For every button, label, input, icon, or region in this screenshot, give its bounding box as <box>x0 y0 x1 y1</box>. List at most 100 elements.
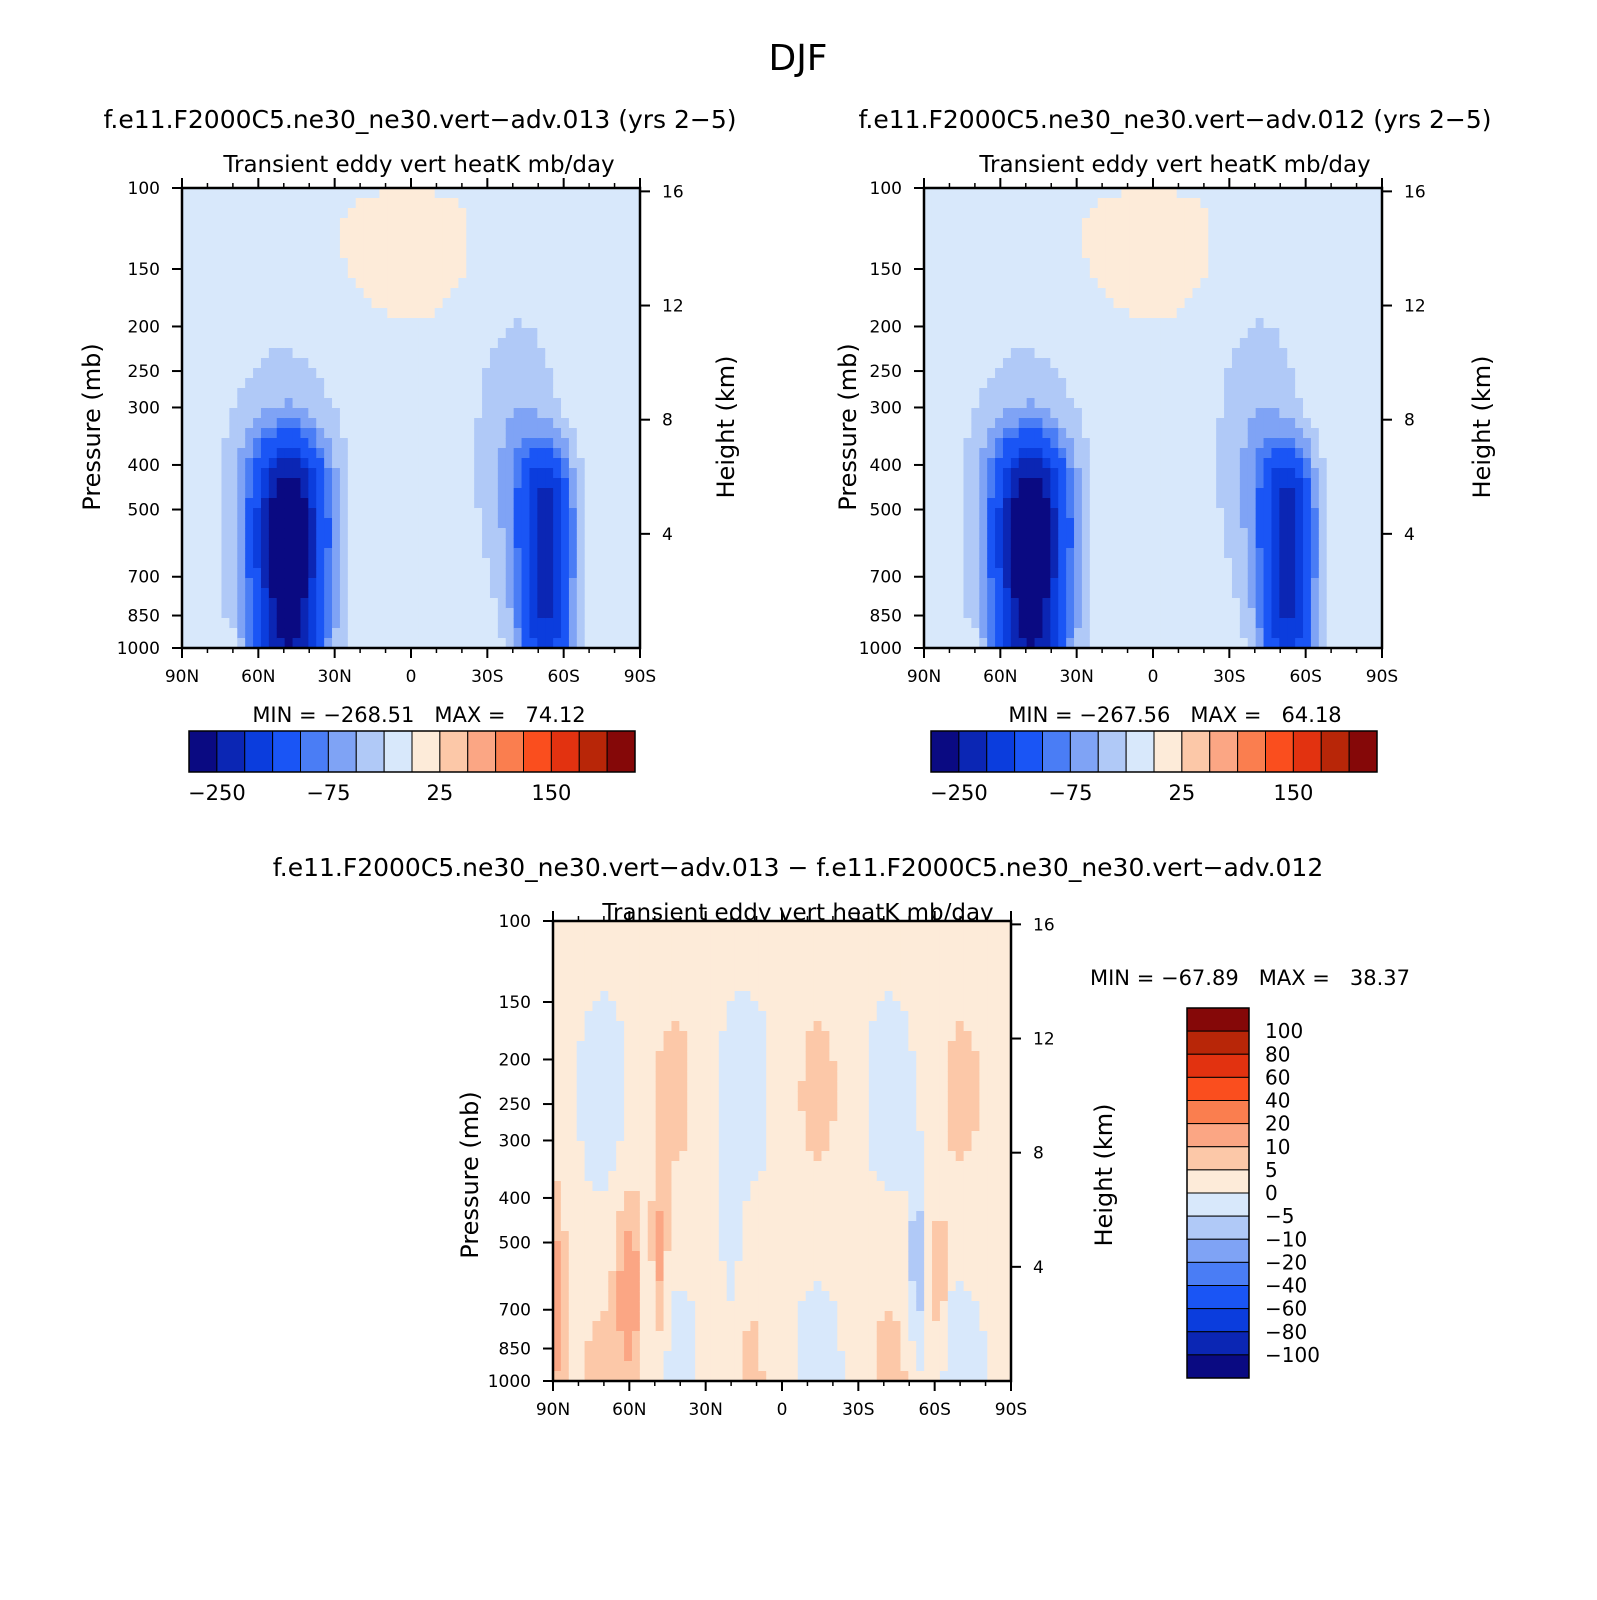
contour-cell <box>1137 498 1146 509</box>
contour-cell <box>1105 218 1115 229</box>
contour-cell <box>418 598 428 609</box>
contour-cell <box>1247 348 1257 359</box>
contour-cell <box>1231 528 1241 539</box>
contour-cell <box>1231 448 1241 459</box>
contour-cell <box>924 618 933 629</box>
contour-cell <box>1224 518 1233 529</box>
contour-cell <box>995 278 1004 289</box>
contour-cell <box>513 328 523 339</box>
contour-cell <box>418 228 428 239</box>
contour-cell <box>363 408 373 419</box>
contour-cell <box>1208 538 1217 549</box>
contour-cell <box>1255 508 1265 519</box>
contour-cell <box>347 478 357 489</box>
contour-cell <box>308 598 317 609</box>
contour-cell <box>608 458 617 469</box>
contour-cell <box>955 508 965 519</box>
contour-cell <box>411 498 420 509</box>
contour-cell <box>987 428 996 439</box>
contour-cell <box>1184 248 1194 259</box>
contour-cell <box>995 358 1004 369</box>
contour-cell <box>339 398 349 409</box>
contour-cell <box>1239 308 1249 319</box>
contour-cell <box>284 338 294 349</box>
contour-cell <box>442 608 452 619</box>
contour-cell <box>592 528 602 539</box>
contour-cell <box>276 208 286 219</box>
contour-cell <box>1145 318 1154 329</box>
contour-cell <box>979 338 988 349</box>
contour-cell <box>1113 558 1123 569</box>
contour-cell <box>355 368 365 379</box>
contour-cell <box>308 428 317 439</box>
contour-cell <box>1184 638 1194 649</box>
contour-cell <box>276 188 286 199</box>
contour-cell <box>284 508 294 519</box>
contour-cell <box>1010 268 1020 279</box>
contour-cell <box>955 478 965 489</box>
contour-cell <box>237 638 246 649</box>
contour-cell <box>1074 538 1083 549</box>
contour-cell <box>987 488 996 499</box>
contour-cell <box>608 638 617 649</box>
contour-cell <box>995 198 1004 209</box>
contour-cell <box>189 398 199 409</box>
contour-cell <box>197 578 207 589</box>
contour-cell <box>979 188 988 199</box>
contour-cell <box>608 528 617 539</box>
contour-cell <box>237 338 246 349</box>
contour-cell <box>1216 418 1225 429</box>
contour-cell <box>931 338 941 349</box>
contour-cell <box>276 528 286 539</box>
contour-cell <box>316 318 325 329</box>
contour-cell <box>387 278 396 289</box>
contour-cell <box>947 558 957 569</box>
contour-cell <box>1216 638 1225 649</box>
contour-cell <box>363 388 373 399</box>
contour-cell <box>411 308 420 319</box>
contour-cell <box>600 208 610 219</box>
contour-cell <box>955 358 965 369</box>
contour-cell <box>521 488 531 499</box>
contour-cell <box>1026 238 1036 249</box>
contour-cell <box>355 238 365 249</box>
contour-cell <box>229 608 238 619</box>
contour-cell <box>411 538 420 549</box>
contour-cell <box>387 558 396 569</box>
contour-cell <box>616 528 625 539</box>
contour-cell <box>1050 638 1059 649</box>
contour-cell <box>355 308 365 319</box>
contour-cell <box>576 568 586 579</box>
contour-cell <box>608 468 617 479</box>
contour-cell <box>182 348 191 359</box>
contour-cell <box>1176 408 1186 419</box>
contour-cell <box>308 448 317 459</box>
contour-cell <box>474 188 483 199</box>
contour-cell <box>458 328 467 339</box>
contour-cell <box>545 428 554 439</box>
contour-cell <box>1239 348 1249 359</box>
contour-cell <box>1097 638 1107 649</box>
contour-cell <box>1192 258 1201 269</box>
contour-cell <box>1200 238 1209 249</box>
contour-cell <box>268 318 278 329</box>
contour-cell <box>268 208 278 219</box>
contour-cell <box>434 598 444 609</box>
contour-cell <box>963 548 972 559</box>
contour-cell <box>189 578 199 589</box>
contour-cell <box>1184 618 1194 629</box>
contour-cell <box>379 298 388 309</box>
contour-cell <box>632 468 641 479</box>
contour-cell <box>963 268 972 279</box>
contour-cell <box>979 208 988 219</box>
y-tick-label: 1000 <box>117 639 160 659</box>
contour-cell <box>1279 338 1288 349</box>
contour-cell <box>260 328 270 339</box>
contour-cell <box>1121 578 1130 589</box>
contour-cell <box>513 378 523 389</box>
contour-cell <box>189 388 199 399</box>
contour-cell <box>521 278 531 289</box>
contour-cell <box>1145 558 1154 569</box>
contour-cell <box>576 318 586 329</box>
contour-cell <box>529 328 538 339</box>
